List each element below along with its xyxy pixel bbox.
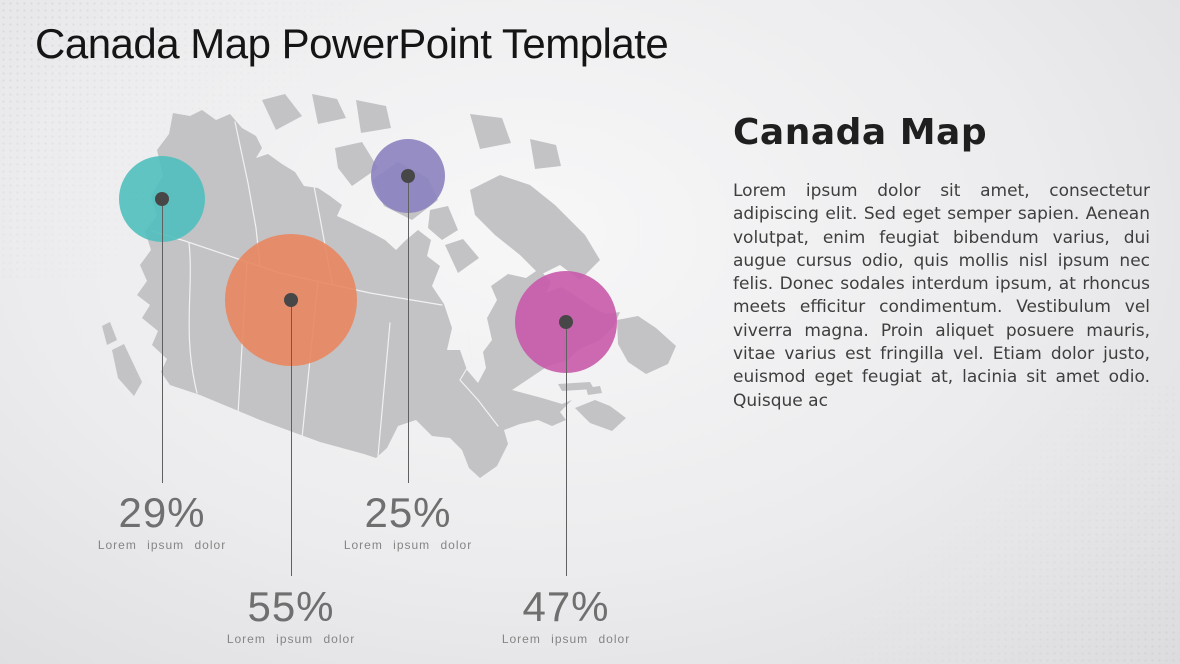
marker-center-dot bbox=[401, 169, 415, 183]
marker-stat[interactable]: 25% Lorem ipsum dolor bbox=[298, 489, 518, 553]
marker-center-dot bbox=[559, 315, 573, 329]
marker-stat[interactable]: 29% Lorem ipsum dolor bbox=[52, 489, 272, 553]
marker-value[interactable]: 55% bbox=[247, 583, 335, 630]
info-panel: Canada Map Lorem ipsum dolor sit amet, c… bbox=[733, 112, 1150, 413]
marker-sublabel[interactable]: Lorem ipsum dolor bbox=[97, 538, 227, 552]
marker-center-dot bbox=[155, 192, 169, 206]
marker-leader-line bbox=[162, 199, 163, 483]
marker-leader-line bbox=[566, 322, 567, 576]
marker-stat[interactable]: 55% Lorem ipsum dolor bbox=[181, 583, 401, 647]
marker-stat[interactable]: 47% Lorem ipsum dolor bbox=[456, 583, 676, 647]
marker-sublabel[interactable]: Lorem ipsum dolor bbox=[343, 538, 473, 552]
marker-leader-line bbox=[408, 176, 409, 483]
marker-value[interactable]: 25% bbox=[364, 489, 452, 536]
info-body[interactable]: Lorem ipsum dolor sit amet, consectetur … bbox=[733, 181, 1150, 411]
canada-map-graphic[interactable] bbox=[90, 88, 685, 500]
marker-center-dot bbox=[284, 293, 298, 307]
marker-sublabel[interactable]: Lorem ipsum dolor bbox=[226, 632, 356, 646]
marker-leader-line bbox=[291, 300, 292, 576]
marker-value[interactable]: 29% bbox=[118, 489, 206, 536]
marker-value[interactable]: 47% bbox=[522, 583, 610, 630]
info-heading[interactable]: Canada Map bbox=[733, 112, 988, 153]
background-texture-bottom-right bbox=[820, 384, 1180, 664]
slide-title[interactable]: Canada Map PowerPoint Template bbox=[35, 20, 669, 67]
marker-sublabel[interactable]: Lorem ipsum dolor bbox=[501, 632, 631, 646]
